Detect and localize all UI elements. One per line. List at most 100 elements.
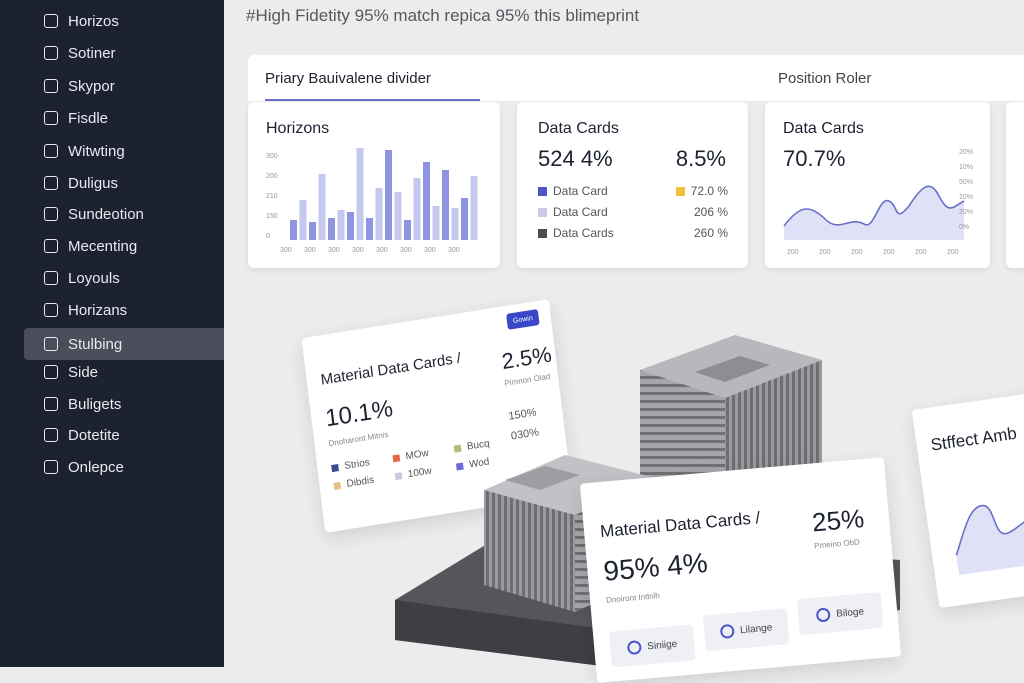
legend-row: Data Card 206 % [538,205,728,219]
nav-item[interactable]: Skypor [24,70,224,102]
button-icon [815,607,831,623]
nav-item[interactable]: Buligets [24,388,224,420]
x-label: 200 [787,249,799,256]
nav-icon [44,397,58,411]
building-face [484,490,575,612]
card [1006,102,1024,268]
nav-icon [44,176,58,190]
bar [290,220,297,240]
y-label: 20% [959,209,973,216]
bar [432,206,440,240]
button-icon [719,623,735,639]
legend-row: Data Cards 260 % [538,226,728,240]
legend-value: 206 % [693,205,728,219]
button[interactable]: Siniige [608,624,696,668]
x-label: 300 [376,247,388,254]
nav-icon [44,460,58,474]
legend-label: Data Card [553,184,608,198]
bar [394,192,402,240]
nav-item[interactable]: Horizans [24,294,224,326]
nav-item[interactable]: Sundeotion [24,198,224,230]
nav-label: Witwting [68,142,125,160]
button-label: Biloge [835,605,865,620]
nav-item[interactable]: Stulbing [24,328,224,360]
y-label: 50% [959,179,973,186]
bar [347,212,354,240]
bar [356,148,364,240]
legend-value: 260 % [693,226,728,240]
nav-item[interactable]: Duligus [24,167,224,199]
legend-label: Data Cards [553,226,614,240]
nav-icon [44,428,58,442]
nav-icon [44,271,58,285]
tab-underline [265,99,480,101]
button-icon [626,639,642,656]
bar [442,170,449,240]
card-title: Data Cards [538,120,619,137]
nav-item[interactable]: Side [24,356,224,388]
nav-label: Sundeotion [68,205,144,223]
sidebar: Horizos Sotiner Skypor Fisdle Witwting Duligu… [0,0,224,667]
line-chart [955,504,1024,576]
x-label: 200 [915,249,927,256]
bar [366,218,373,240]
y-label: 150 [266,213,278,220]
y-label: 10% [959,194,973,201]
x-label: 200 [947,249,959,256]
bar-chart: 300 200 210 150 0 300 300 300 300 300 300 300 300 [266,148,478,254]
x-label: 300 [424,247,436,254]
x-label: 300 [304,247,316,254]
nav-icon [44,144,58,158]
nav-label: Skypor [68,77,115,95]
top-bar: Priary Bauivalene divider Position Roler [248,55,1024,101]
tab[interactable]: Priary Bauivalene divider [265,70,431,87]
card: Horizons 300 200 210 150 0 300 300 300 300 300 300… [248,102,500,268]
button-label: Siniige [646,638,678,652]
nav-item[interactable]: Sotiner [24,37,224,69]
card-title: Horizons [266,120,330,137]
nav-icon [44,365,58,379]
nav-item[interactable]: Loyouls [24,262,224,294]
bar [385,150,392,240]
legend-label: Data Card [553,205,608,219]
legend-value: 72.0 % [690,184,728,198]
button[interactable]: Biloge [796,591,884,636]
legend-swatch [538,186,547,196]
legend-swatch [675,186,685,196]
nav-label: Duligus [68,174,119,192]
nav-item[interactable]: Onlepce [24,451,224,483]
nav-icon [44,239,58,253]
nav-label: Dotetite [68,426,120,444]
nav-label: Fisdle [68,109,109,127]
nav-icon [44,46,58,60]
bar [309,222,316,240]
nav-item[interactable]: Dotetite [24,419,224,451]
nav-icon [44,79,58,93]
primary-value: 70.7% [783,146,846,171]
bar [470,176,478,240]
nav-label: Sotiner [68,44,116,62]
nav-icon [44,303,58,317]
x-label: 300 [280,247,292,254]
y-label: 210 [266,193,278,200]
primary-value: 95% 4% [602,546,709,587]
top-right-label: Position Roler [778,70,872,87]
building-roof [695,356,770,382]
nav-item[interactable]: Mecenting [24,230,224,262]
x-label: 200 [883,249,895,256]
nav-item[interactable]: Fisdle [24,102,224,134]
button[interactable]: Lilange [702,608,790,652]
page-title: #High Fidetity 95% match repica 95% this… [246,6,640,25]
floating-card: Material Data Cards / 95% 4% Dnoiront In… [579,457,902,683]
y-label: 200 [266,173,278,180]
nav-item[interactable]: Horizos [24,5,224,37]
x-label: 200 [819,249,831,256]
x-label: 300 [448,247,460,254]
nav-label: Horizos [68,12,119,30]
y-label: 20% [959,149,973,156]
card: Data Cards 524 4% 8.5% Data Card 72.0 % Da… [517,102,748,268]
nav-label: Side [68,363,99,381]
button-label: Lilange [739,621,773,636]
nav-item[interactable]: Witwting [24,135,224,167]
